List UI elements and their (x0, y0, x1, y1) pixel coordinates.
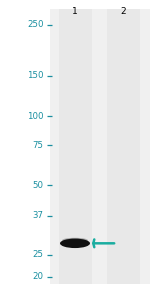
Text: 37: 37 (33, 211, 43, 220)
Text: 75: 75 (33, 141, 43, 149)
Ellipse shape (60, 239, 90, 248)
Text: 25: 25 (33, 250, 43, 259)
Text: 1: 1 (72, 7, 78, 16)
Ellipse shape (62, 238, 88, 243)
Bar (106, 9, 140, 284)
Text: 150: 150 (27, 71, 44, 80)
Text: 20: 20 (33, 272, 43, 281)
Bar (50, 9, 150, 284)
Text: 100: 100 (27, 112, 44, 121)
Text: 50: 50 (33, 181, 43, 190)
Text: 250: 250 (27, 21, 44, 29)
Text: 2: 2 (120, 7, 126, 16)
Bar (58, 9, 92, 284)
